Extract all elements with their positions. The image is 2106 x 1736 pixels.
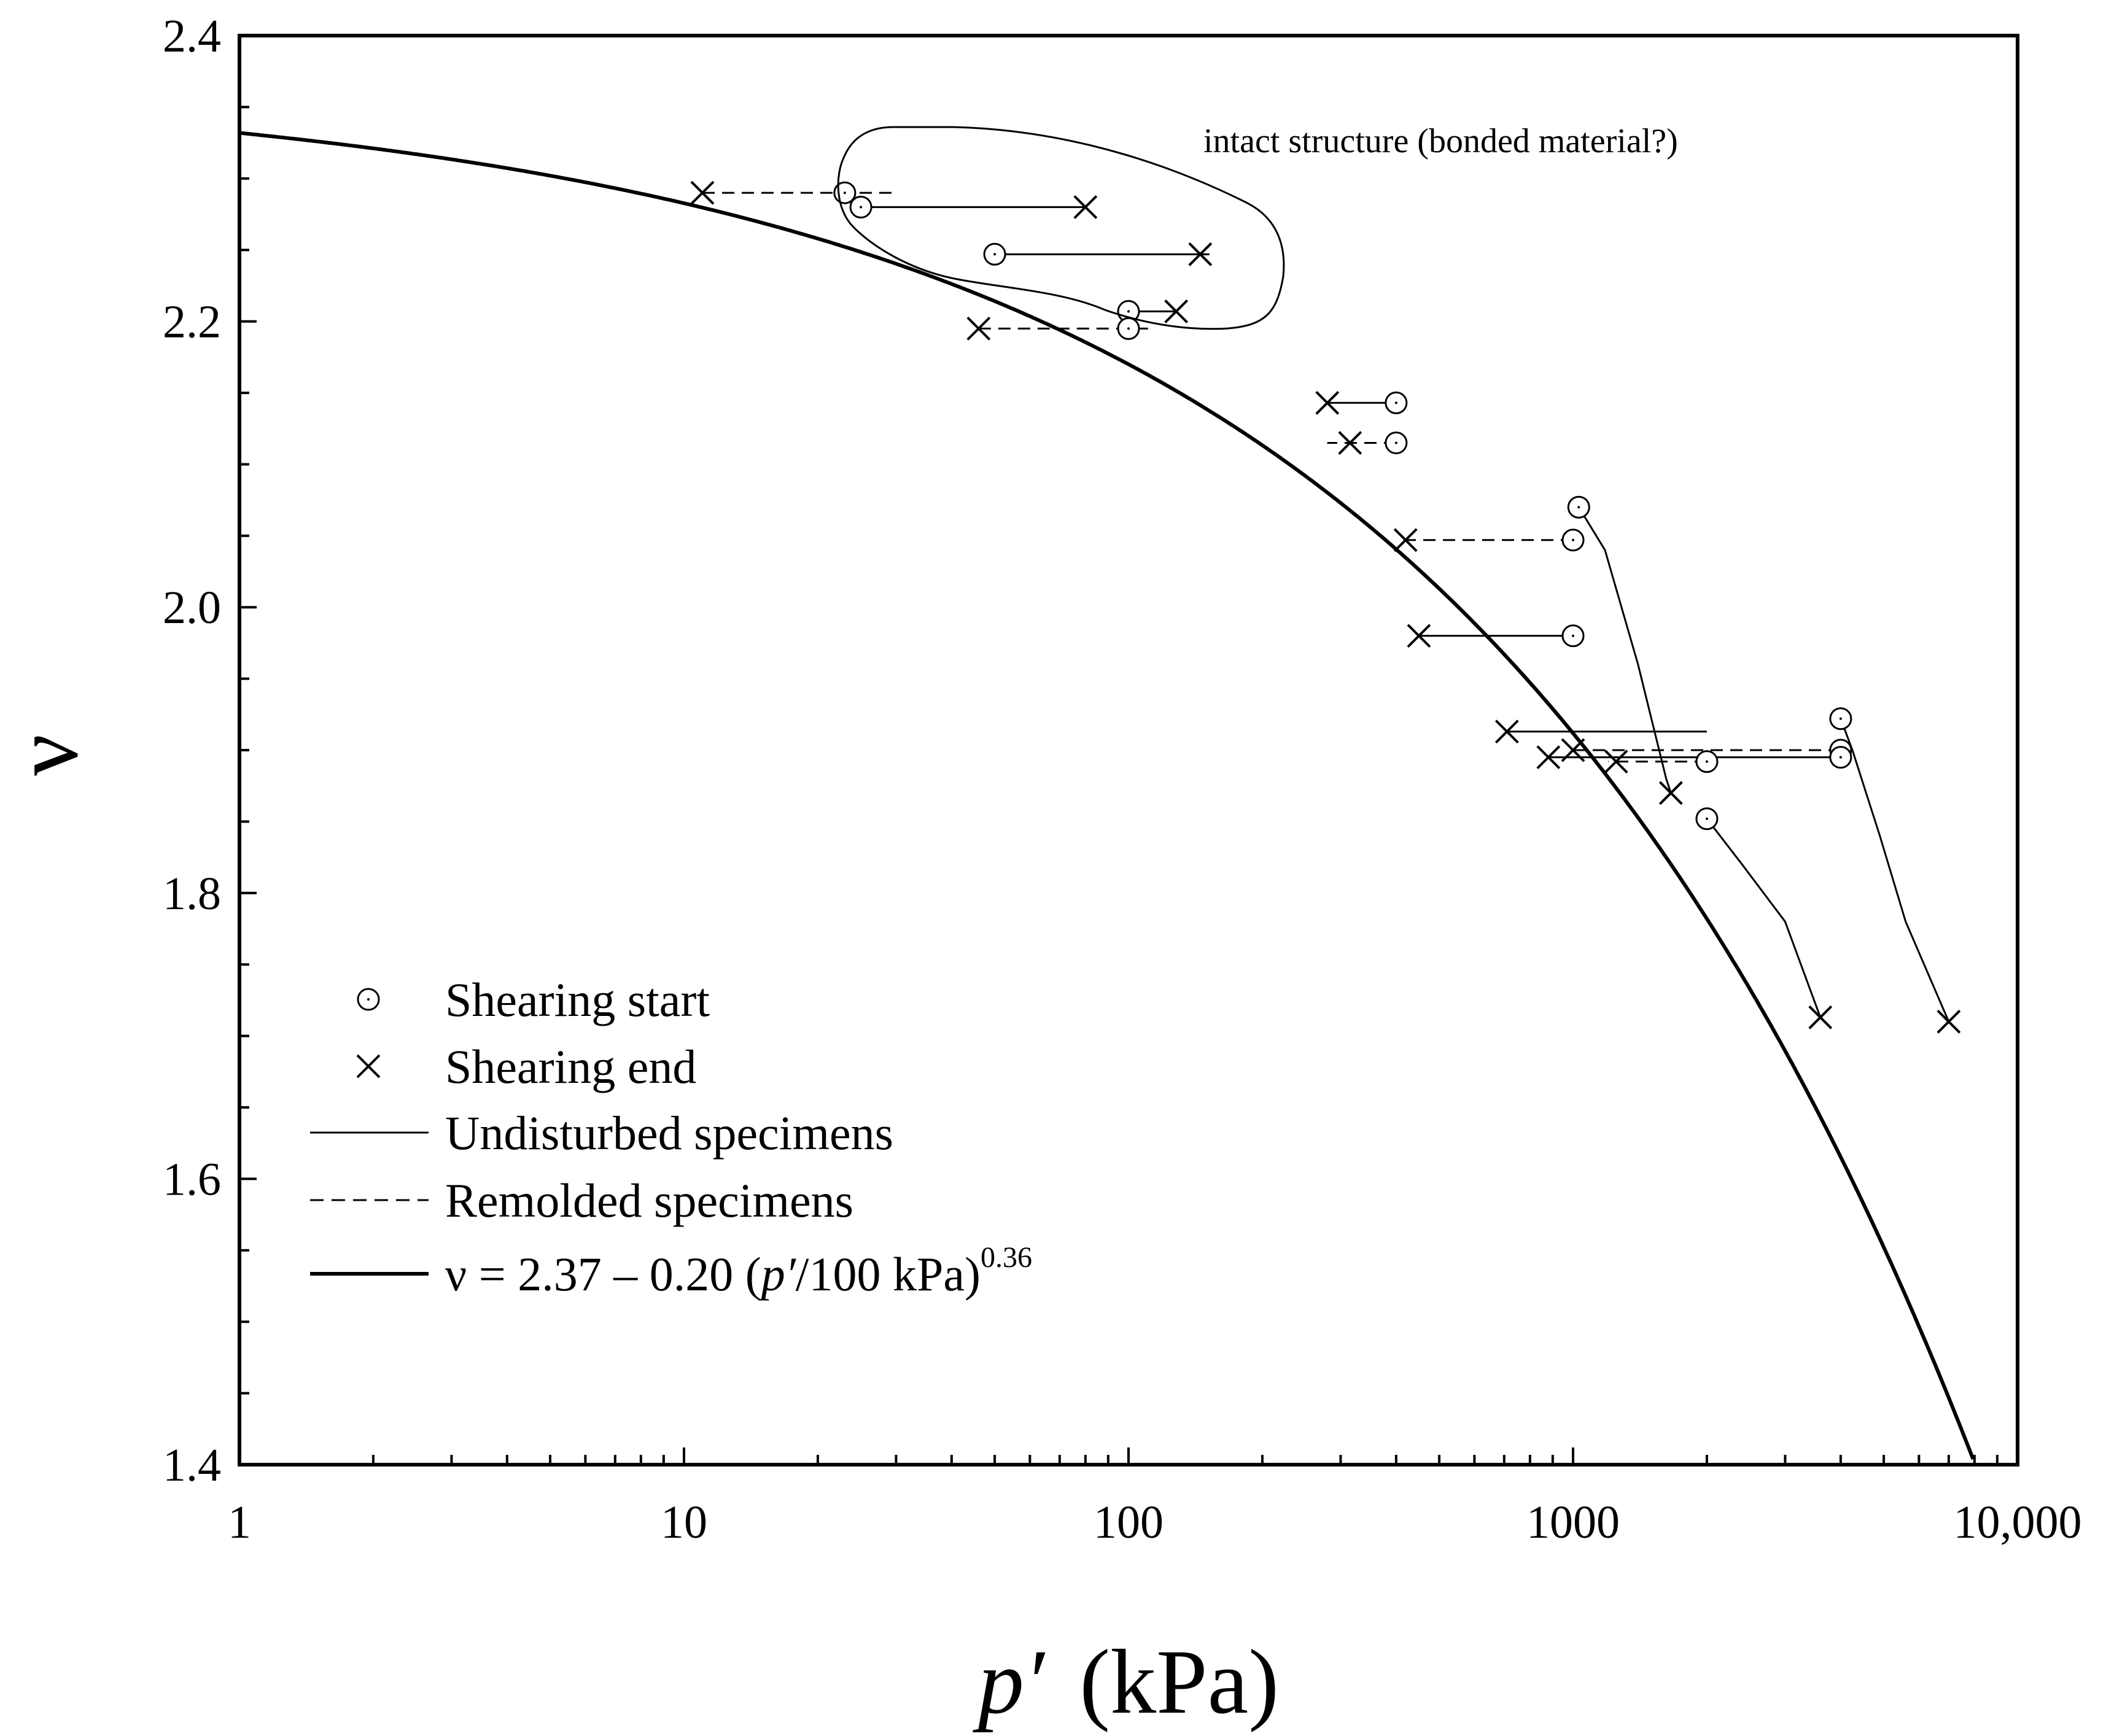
legend-equation-exponent: 0.36 [981,1241,1032,1274]
shearing-end-stroke-b [690,180,715,205]
shearing-end-point-14 [1937,1009,1961,1034]
x-tick-label-1: 10 [661,1497,707,1548]
y-axis-title: ν [0,734,97,776]
shearing-end-point-8 [1407,624,1431,648]
shearing-end-stroke-b [1808,1005,1833,1029]
shearing-start-dot-1 [860,206,863,209]
legend-cross-icon [356,1054,381,1079]
shearing-end-point-3 [1164,299,1189,324]
shearing-end-stroke-b [1536,745,1561,770]
shearing-start-dot-14 [1839,717,1842,720]
shearing-start-dot-7 [1572,538,1574,541]
legend-circle-dot [367,998,370,1001]
shearing-start-dot-6 [1394,441,1397,444]
x-tick-label-0: 1 [228,1497,251,1548]
y-tick-label-3: 2.0 [163,582,221,634]
shearing-end-stroke-b [1494,719,1519,744]
legend-label-remolded: Remolded specimens [445,1174,853,1227]
legend: Shearing start Shearing end Undisturbed … [310,973,1032,1301]
legend-label-undisturbed: Undisturbed specimens [445,1106,893,1160]
shearing-start-dot-9 [1577,506,1580,509]
shearing-end-point-9 [1658,781,1683,805]
shearing-start-dot-15 [1705,817,1708,820]
shearing-start-dot-5 [1394,401,1397,405]
shearing-start-dot-0 [843,192,846,195]
shearing-end-stroke-b [1164,299,1189,324]
x-axis-title-italic: p′ [973,1631,1046,1733]
series-line-14-undisturbed [1840,718,1950,1022]
shearing-end-stroke-b [1315,390,1340,415]
shearing-end-stroke-b [1188,242,1213,266]
shearing-end-stroke-b [966,316,991,341]
shearing-end-stroke-b [1338,431,1362,455]
legend-circle-icon [357,988,380,1011]
legend-equation-prefix: ν = 2.37 – 0.20 ( [445,1247,761,1301]
shearing-start-dot-3 [1127,310,1130,313]
annotation-text: intact structure (bonded material?) [1203,122,1678,160]
shearing-end-point-15 [1808,1005,1833,1029]
x-tick-label-2: 100 [1094,1497,1164,1548]
shearing-end-point-0 [690,180,715,205]
shearing-start-dot-13 [1705,760,1708,763]
shearing-end-point-1 [1073,195,1098,219]
x-tick-label-4: 10,000 [1954,1497,2082,1548]
y-tick-label-5: 2.4 [163,10,221,62]
shearing-start-dot-12 [1839,756,1842,759]
y-tick-label-2: 1.8 [163,868,221,920]
shearing-start-dot-8 [1572,634,1574,637]
shearing-end-stroke-b [1937,1009,1961,1034]
legend-label-shearing-start: Shearing start [445,973,710,1026]
shearing-end-stroke-b [1658,781,1683,805]
shearing-end-point-6 [1338,431,1362,455]
series-line-15-undisturbed [1706,818,1822,1018]
legend-label-equation: ν = 2.37 – 0.20 (p′/100 kPa)0.36 [445,1241,1032,1301]
x-tick-label-3: 1000 [1526,1497,1620,1548]
y-tick-label-4: 2.2 [163,296,221,348]
shearing-end-point-13 [1604,750,1628,774]
annotation: intact structure (bonded material?) [837,122,1678,330]
shearing-end-point-12 [1536,745,1561,770]
fitted-curve-line [239,131,1975,1460]
x-axis-title-unit: (kPa) [1079,1631,1279,1733]
x-axis-title: p′ (kPa) [973,1631,1279,1733]
shearing-end-point-7 [1393,528,1418,552]
legend-label-shearing-end: Shearing end [445,1040,696,1093]
shearing-end-point-11 [1561,738,1585,762]
y-tick-label-0: 1.4 [163,1440,221,1491]
shearing-end-point-4 [966,316,991,341]
legend-equation-suffix: /100 kPa) [796,1247,981,1301]
legend-equation-italic: p′ [758,1247,797,1301]
shearing-end-stroke-b [1407,624,1431,648]
shearing-end-stroke-b [1073,195,1098,219]
annotation-outline [837,126,1285,330]
shearing-end-point-5 [1315,390,1340,415]
series-line-9-undisturbed [1578,506,1672,794]
shearing-end-point-10 [1494,719,1519,744]
shearing-start-dot-2 [993,253,997,256]
shearing-end-stroke-b [1561,738,1585,762]
y-tick-label-1: 1.6 [163,1153,221,1205]
shearing-end-stroke-b [1393,528,1418,552]
shearing-end-point-2 [1188,242,1213,266]
shearing-end-stroke-b [1604,750,1628,774]
shearing-start-dot-4 [1127,327,1130,330]
